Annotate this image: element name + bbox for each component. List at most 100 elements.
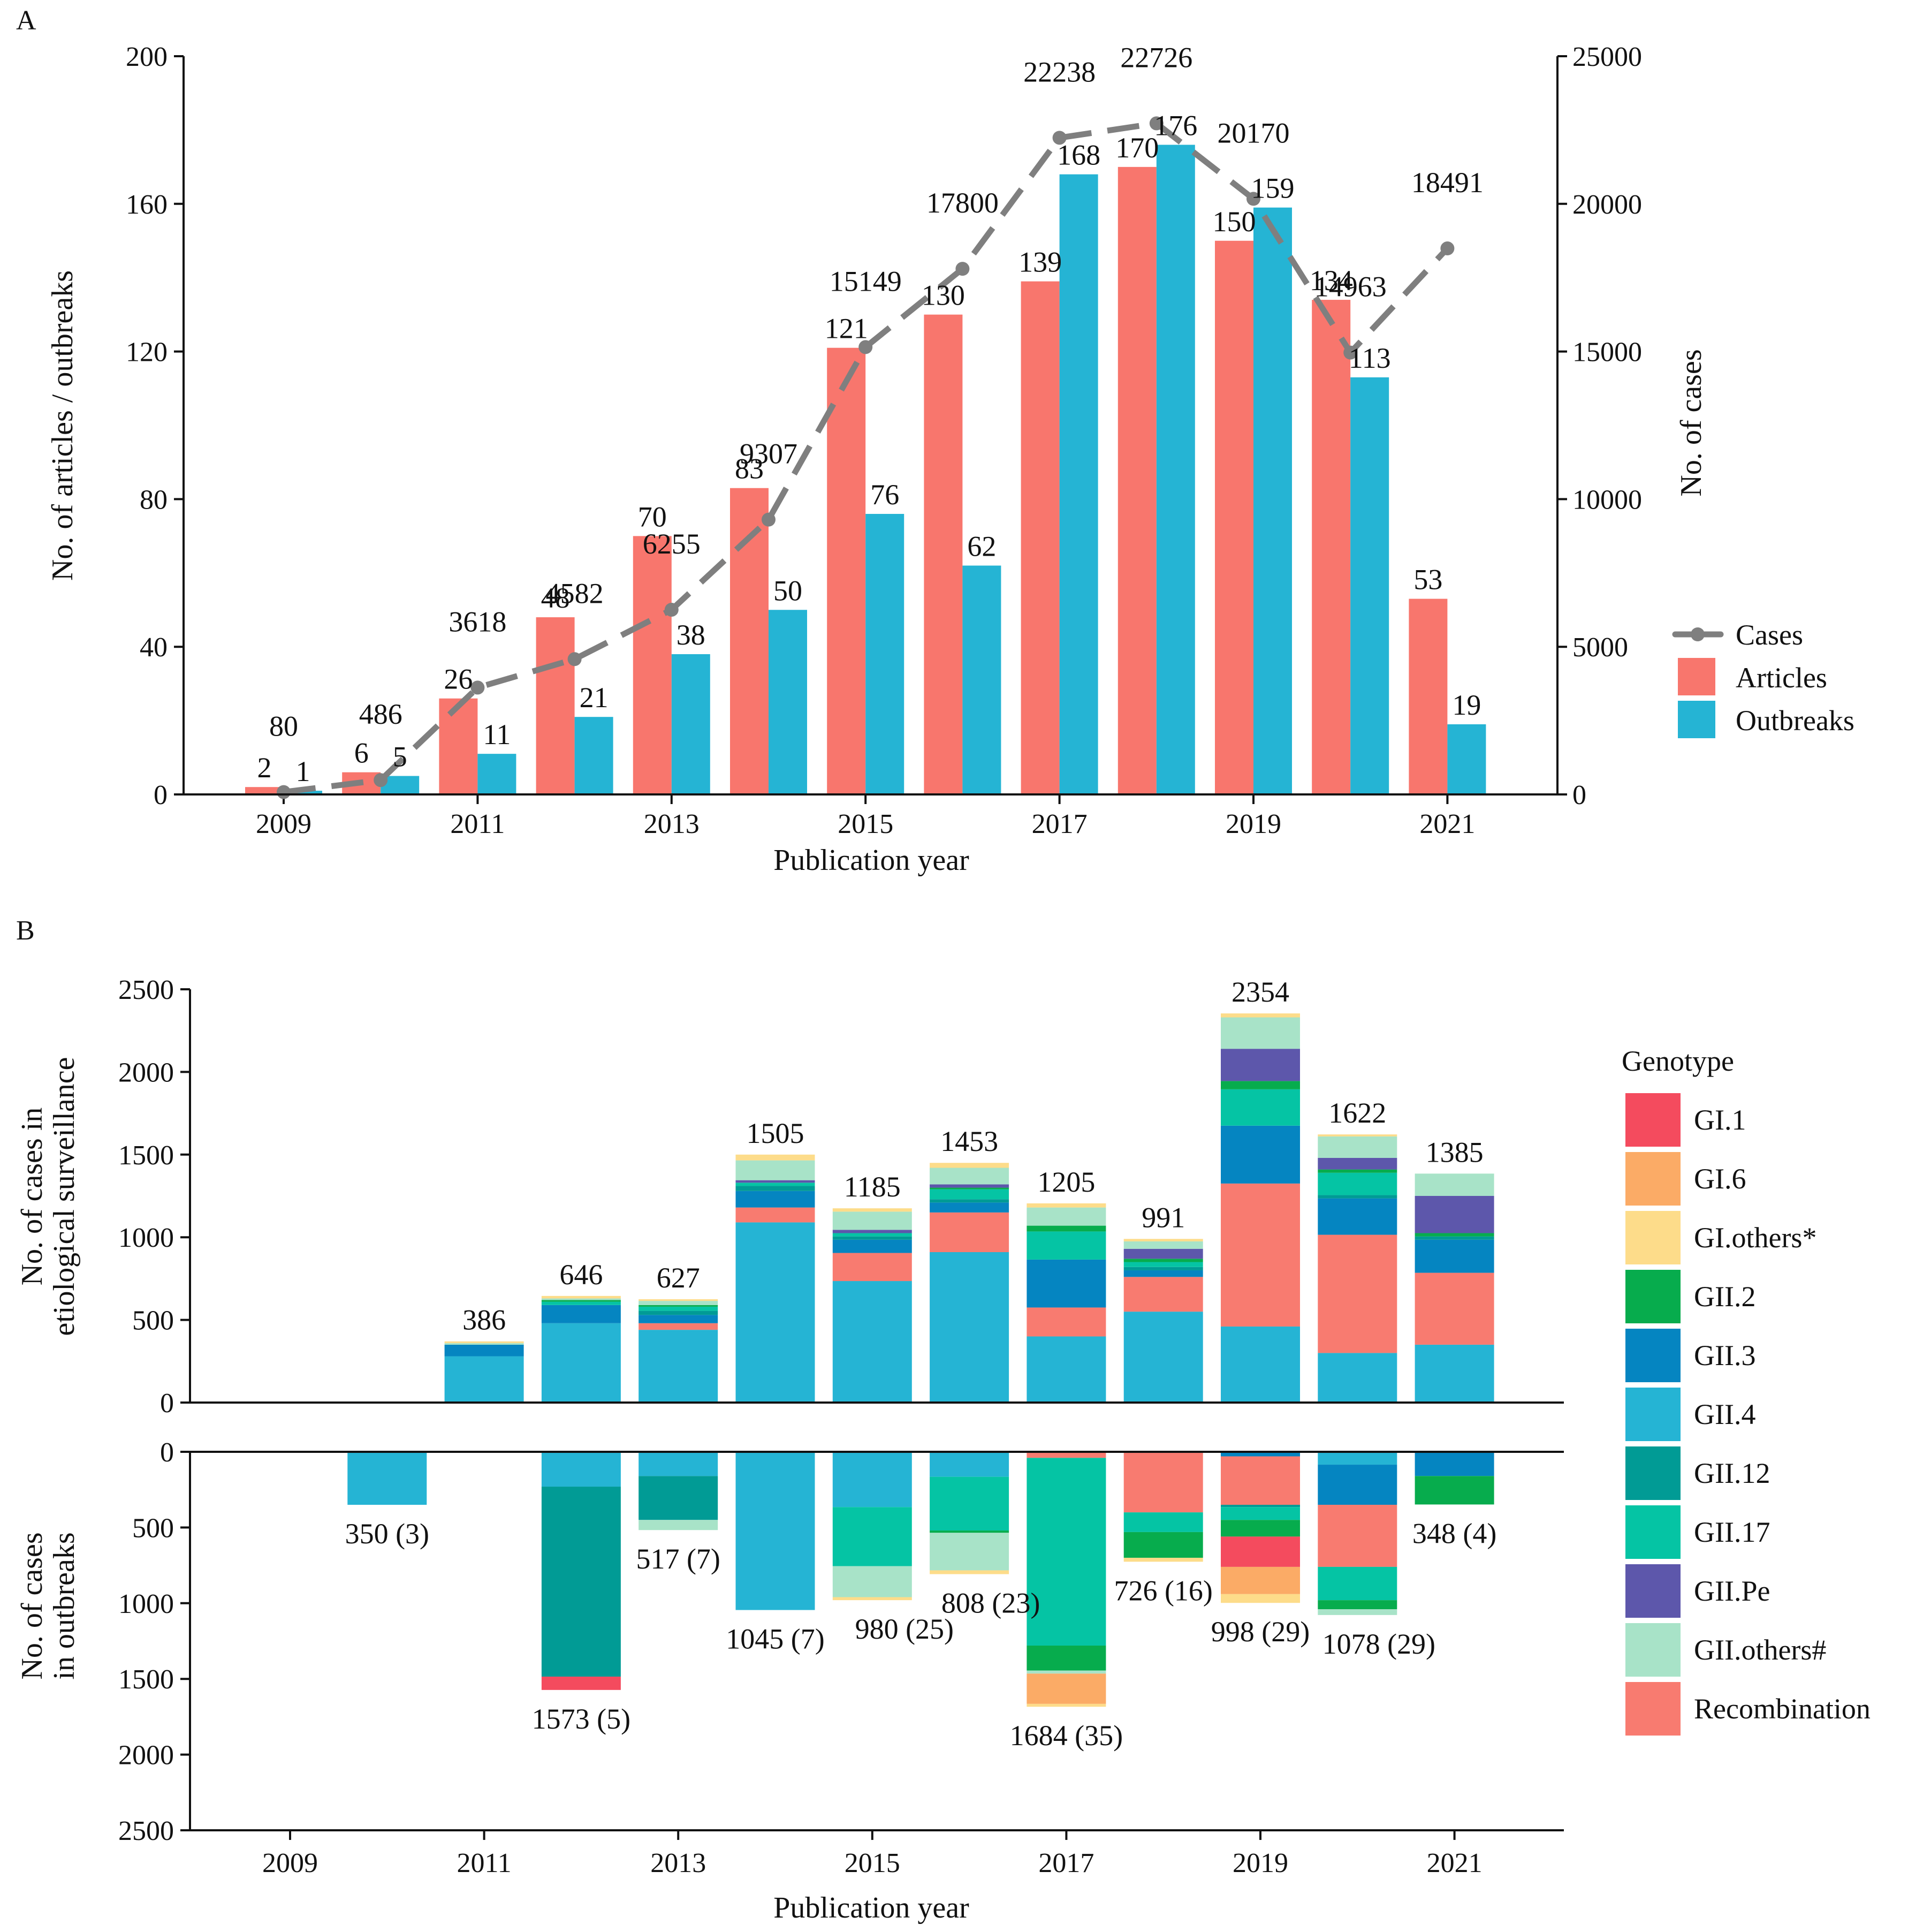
outbreak-segment-gi-6-2017 [1027, 1673, 1106, 1704]
panel-b-top-y-title-line1: No. of cases in [16, 1108, 49, 1286]
outbreak-segment-gii-others-2013 [638, 1520, 718, 1531]
outbreaks-bar-2011 [477, 754, 516, 794]
right-tick-label: 20000 [1572, 190, 1642, 220]
legend-swatch-gii-4 [1625, 1388, 1681, 1441]
surveillance-segment-gii-2-2012 [541, 1300, 621, 1302]
cases-point-2013 [664, 602, 679, 617]
surveillance-segment-recombination-2016 [930, 1212, 1009, 1252]
outbreaks-value-label-2013: 38 [676, 619, 705, 651]
outbreak-segment-gii-2-2020 [1318, 1600, 1397, 1610]
surveillance-segment-gii-17-2016 [930, 1189, 1009, 1200]
outbreak-segment-gi-6-2019 [1221, 1566, 1300, 1594]
outbreaks-value-label-2010: 5 [393, 741, 407, 773]
legend-articles-swatch [1678, 658, 1715, 695]
surveillance-segment-gii-4-2013 [638, 1330, 718, 1403]
cases-point-2010 [374, 773, 388, 787]
surveillance-total-label-2014: 1505 [747, 1117, 804, 1149]
cases-point-2017 [1052, 131, 1067, 145]
outbreak-segment-gi-others-2016 [930, 1570, 1009, 1574]
surveillance-segment-gii-17-2019 [1221, 1089, 1300, 1126]
surveillance-segment-gii-17-2020 [1318, 1172, 1397, 1195]
outbreaks-bar-2017 [1059, 174, 1098, 794]
outbreak-total-label-2019: 998 (29) [1211, 1616, 1310, 1648]
outbreak-total-label-2013: 517 (7) [636, 1543, 720, 1575]
cases-value-label-2009: 80 [269, 710, 298, 743]
articles-bar-2016 [924, 314, 963, 794]
surveillance-total-label-2013: 627 [657, 1262, 700, 1294]
panel-a-legend: Cases Articles Outbreaks [1672, 619, 1854, 738]
cases-point-2015 [858, 340, 873, 354]
outbreak-segment-gii-2-2019 [1221, 1520, 1300, 1537]
top-y-tick-label: 0 [160, 1388, 174, 1419]
cases-value-label-2010: 486 [359, 698, 402, 730]
outbreak-segment-gii-12-2019 [1221, 1504, 1300, 1507]
panel-a-x-title: Publication year [773, 844, 969, 877]
legend-swatch-gii-2 [1625, 1270, 1681, 1323]
panel-a-right-y-title: No. of cases [1675, 349, 1708, 496]
cases-value-label-2015: 15149 [830, 265, 902, 297]
articles-value-label-2014: 83 [735, 453, 764, 485]
surveillance-segment-gii-17-2014 [735, 1183, 815, 1186]
surveillance-segment-gii-3-2017 [1027, 1259, 1106, 1308]
legend-genotype-title: Genotype [1622, 1045, 1734, 1077]
articles-bar-2017 [1021, 281, 1060, 794]
surveillance-segment-gii-3-2016 [930, 1202, 1009, 1213]
articles-bar-2011 [439, 698, 478, 794]
outbreak-total-label-2017: 1684 (35) [1010, 1719, 1123, 1752]
cases-value-label-2011: 3618 [449, 605, 506, 638]
outbreaks-bar-2021 [1447, 724, 1486, 794]
cases-point-2012 [567, 652, 582, 666]
outbreaks-bar-2019 [1253, 207, 1292, 794]
panel-b-bottom-y-title-line2: in outbreaks [48, 1532, 81, 1679]
surveillance-total-label-2021: 1385 [1426, 1136, 1484, 1168]
right-tick-label: 15000 [1572, 337, 1642, 368]
left-tick-label: 40 [140, 632, 168, 663]
surveillance-segment-gii-pe-2021 [1415, 1196, 1494, 1233]
x-tick-label: 2009 [262, 1848, 318, 1878]
legend-swatch-gi-others [1625, 1211, 1681, 1264]
surveillance-total-label-2011: 386 [462, 1304, 506, 1336]
left-tick-label: 0 [154, 780, 168, 810]
surveillance-segment-gii-3-2021 [1415, 1239, 1494, 1273]
bottom-y-tick-label: 1000 [118, 1589, 174, 1619]
outbreaks-value-label-2016: 62 [967, 531, 996, 563]
x-tick-label: 2019 [1233, 1848, 1288, 1878]
articles-value-label-2015: 121 [825, 313, 868, 345]
articles-value-label-2010: 6 [354, 737, 369, 769]
outbreaks-value-label-2019: 159 [1251, 172, 1295, 204]
left-tick-label: 80 [140, 484, 168, 515]
legend-cases-label: Cases [1736, 619, 1803, 651]
surveillance-segment-gii-3-2011 [444, 1344, 524, 1357]
x-tick-label: 2017 [1032, 809, 1088, 839]
outbreak-total-label-2018: 726 (16) [1114, 1574, 1212, 1607]
x-tick-label: 2013 [644, 809, 700, 839]
surveillance-segment-gii-pe-2015 [832, 1230, 912, 1233]
outbreaks-bar-2020 [1350, 377, 1389, 794]
surveillance-segment-gii-12-2021 [1415, 1236, 1494, 1240]
surveillance-segment-gii-others-2015 [832, 1211, 912, 1230]
surveillance-segment-gii-3-2019 [1221, 1125, 1300, 1184]
legend-swatch-gi-6 [1625, 1152, 1681, 1206]
cases-point-2011 [470, 680, 485, 695]
articles-value-label-2012: 48 [541, 582, 570, 614]
panel-b-surveillance-bars [444, 1013, 1494, 1403]
surveillance-total-label-2017: 1205 [1037, 1166, 1095, 1198]
outbreak-segment-gii-4-2015 [832, 1452, 912, 1507]
outbreak-segment-gii-12-2013 [638, 1476, 718, 1520]
surveillance-segment-gi-others-2020 [1318, 1134, 1397, 1137]
legend-label-gii-2: GII.2 [1694, 1281, 1755, 1313]
surveillance-segment-gi-others-2016 [930, 1163, 1009, 1168]
surveillance-segment-gii-12-2013 [638, 1310, 718, 1315]
legend-swatch-gii-17 [1625, 1505, 1681, 1559]
surveillance-segment-recombination-2018 [1123, 1277, 1203, 1312]
outbreak-segment-gii-17-2016 [930, 1476, 1009, 1531]
x-tick-label: 2011 [450, 809, 505, 839]
top-y-tick-label: 2500 [118, 975, 174, 1005]
panel-b-bottom-y-title-line1: No. of cases [16, 1532, 49, 1679]
outbreak-total-label-2014: 1045 (7) [726, 1623, 824, 1655]
panel-b-top-y-axis: 0 500 1000 1500 2000 2500 [118, 975, 190, 1419]
legend-label-gii-17: GII.17 [1694, 1516, 1770, 1548]
x-tick-label: 2021 [1427, 1848, 1483, 1878]
top-y-tick-label: 2000 [118, 1057, 174, 1088]
cases-value-label-2012: 4582 [546, 577, 604, 609]
